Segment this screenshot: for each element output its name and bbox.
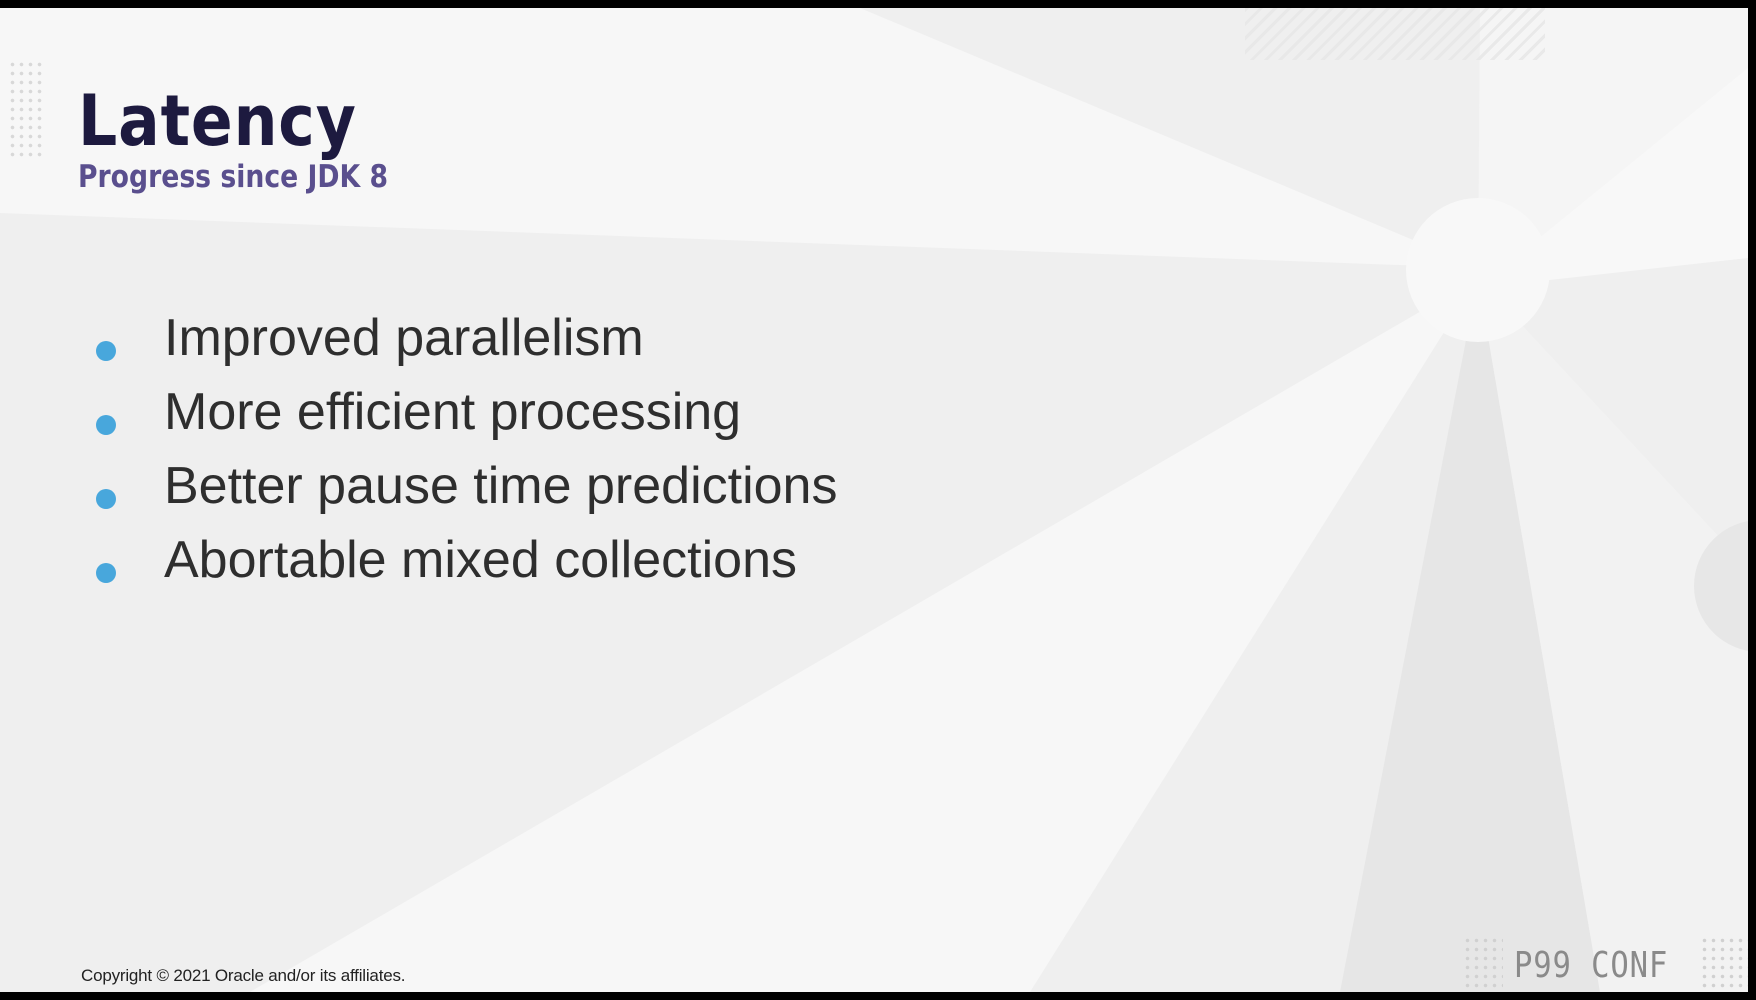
bullet-text: More efficient processing (164, 383, 742, 441)
bullet-text: Abortable mixed collections (164, 531, 797, 589)
bullet-item: Abortable mixed collections (96, 530, 837, 604)
dot-grid-decoration (8, 60, 46, 160)
conference-logo: P99 CONF (1514, 945, 1669, 986)
bullet-dot-icon (96, 489, 116, 509)
bullet-item: More efficient processing (96, 382, 837, 456)
bullet-list: Improved parallelism More efficient proc… (96, 308, 837, 604)
dot-grid-decoration (1700, 936, 1748, 992)
bullet-item: Better pause time predictions (96, 456, 837, 530)
hatch-decoration (1245, 8, 1545, 60)
copyright-notice: Copyright © 2021 Oracle and/or its affil… (81, 966, 406, 985)
background-light-rays (0, 8, 1748, 992)
bullet-text: Better pause time predictions (164, 457, 838, 515)
bullet-dot-icon (96, 563, 116, 583)
dot-grid-decoration (1463, 936, 1503, 992)
bullet-text: Improved parallelism (164, 309, 644, 367)
slide-title: Latency (78, 80, 357, 162)
bullet-item: Improved parallelism (96, 308, 837, 382)
slide: Latency Progress since JDK 8 Improved pa… (0, 8, 1748, 992)
slide-subtitle: Progress since JDK 8 (78, 159, 389, 195)
bullet-dot-icon (96, 341, 116, 361)
bullet-dot-icon (96, 415, 116, 435)
